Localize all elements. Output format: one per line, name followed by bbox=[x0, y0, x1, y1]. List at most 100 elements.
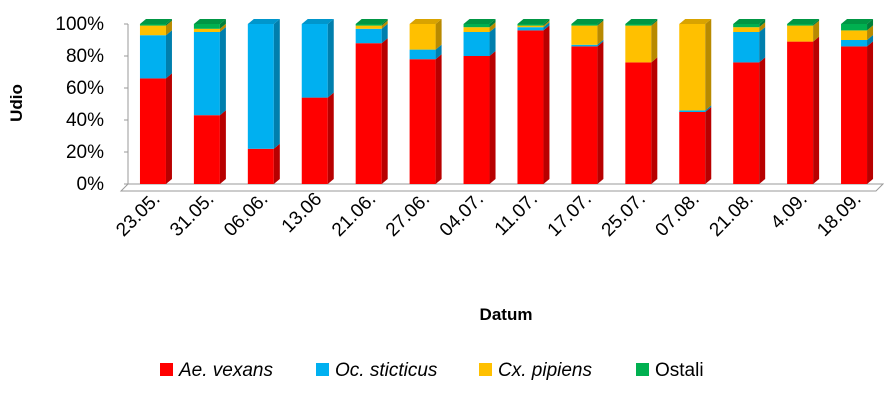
bar-segment-side bbox=[759, 57, 766, 184]
bar-segment-side bbox=[651, 19, 658, 26]
bar-segment bbox=[139, 35, 166, 79]
bar-segment bbox=[517, 25, 544, 28]
x-tick-label: 21.06. bbox=[328, 189, 380, 241]
bar-stack bbox=[355, 19, 388, 185]
bar-segment-side bbox=[435, 19, 442, 50]
bar-segment-side bbox=[165, 73, 172, 184]
bar-segment-side bbox=[165, 20, 172, 36]
x-tick-label: 27.06. bbox=[382, 189, 434, 241]
bar-stack bbox=[409, 19, 442, 185]
bar-segment-side bbox=[705, 19, 712, 111]
bar-segment-side bbox=[489, 22, 496, 32]
bar-stack bbox=[193, 19, 226, 184]
bar-segment-side bbox=[813, 20, 820, 42]
bar-segment bbox=[409, 49, 436, 60]
bar-segment-top bbox=[247, 19, 280, 24]
bar-segment bbox=[355, 28, 382, 44]
bar-segment-side bbox=[219, 23, 226, 32]
bar-segment bbox=[463, 56, 490, 184]
bar-segment-side bbox=[381, 20, 388, 29]
plot-floor bbox=[119, 183, 885, 192]
bar-segment bbox=[193, 32, 220, 116]
bar-stack bbox=[679, 19, 712, 184]
bar-segment-side bbox=[651, 20, 658, 63]
legend: Ae. vexans Oc. sticticus Cx. pipiens Ostali bbox=[160, 360, 704, 381]
x-axis-title: Datum bbox=[480, 305, 533, 324]
bar-segment bbox=[787, 25, 814, 42]
bar-stack bbox=[247, 19, 280, 184]
bar-segment-top bbox=[571, 19, 604, 24]
bar-segment-side bbox=[597, 19, 604, 26]
bar-segment-top bbox=[787, 19, 820, 24]
x-tick-label: 21.08. bbox=[706, 189, 758, 241]
bar-segment bbox=[841, 40, 868, 47]
bar-segment bbox=[193, 28, 220, 32]
bar-segment-side bbox=[381, 38, 388, 185]
legend-label: Ae. vexans bbox=[178, 360, 273, 381]
bar-segment-top bbox=[733, 19, 766, 24]
legend-swatch bbox=[636, 363, 649, 376]
bar-segment-side bbox=[597, 41, 604, 185]
bar-segment bbox=[517, 30, 544, 185]
x-tick-label: 18.09. bbox=[813, 189, 865, 241]
legend-label: Oc. sticticus bbox=[335, 360, 438, 381]
bar-segment bbox=[301, 97, 328, 184]
legend-swatch bbox=[316, 363, 329, 376]
bar-segment-side bbox=[435, 44, 442, 60]
bar-segment-side bbox=[489, 19, 496, 28]
bar-segment-side bbox=[165, 30, 172, 79]
bar-segment-side bbox=[543, 22, 550, 31]
bar-segment-side bbox=[597, 39, 604, 47]
y-tick-label: 80% bbox=[66, 46, 104, 67]
bar-segment-top bbox=[301, 19, 334, 24]
bar-segment-top bbox=[625, 19, 658, 24]
y-tick-label: 0% bbox=[77, 174, 105, 195]
x-tick-label: 31.05. bbox=[166, 189, 218, 241]
bar-segment-side bbox=[759, 22, 766, 32]
x-tick-label: 25.07. bbox=[598, 189, 650, 241]
bar-stack bbox=[841, 19, 874, 185]
bar-segment-top bbox=[355, 19, 388, 24]
bar-segment bbox=[679, 110, 706, 112]
bar-segment-side bbox=[867, 19, 874, 31]
x-tick-label: 06.06. bbox=[220, 189, 272, 241]
y-axis-title: Udio bbox=[7, 84, 26, 122]
bar-segment bbox=[571, 44, 598, 47]
bar-segment-side bbox=[219, 19, 226, 29]
bar-segment-side bbox=[813, 19, 820, 26]
x-tick-label: 13.06 bbox=[278, 189, 326, 237]
bar-segment-side bbox=[165, 19, 172, 26]
bar-stack bbox=[463, 19, 496, 184]
bar-segment-side bbox=[219, 27, 226, 116]
bar-segment bbox=[517, 27, 544, 31]
axes-layer bbox=[119, 24, 885, 192]
bar-segment-side bbox=[273, 19, 280, 149]
bar-segment-side bbox=[543, 20, 550, 28]
bar-stack bbox=[301, 19, 334, 184]
legend-label: Cx. pipiens bbox=[498, 360, 592, 381]
x-tick-label: 04.07. bbox=[436, 189, 488, 241]
y-tick-label: 60% bbox=[66, 78, 104, 99]
y-tick-label: 40% bbox=[66, 110, 104, 131]
x-tick-label: 11.07. bbox=[491, 189, 542, 240]
bar-segment-side bbox=[273, 143, 280, 184]
x-tick-label: 4.09. bbox=[767, 189, 812, 234]
bar-stack bbox=[139, 19, 172, 184]
bar-segment bbox=[733, 62, 760, 184]
bar-segment-top bbox=[193, 19, 226, 24]
legend-swatch bbox=[479, 363, 492, 376]
bar-segment bbox=[733, 27, 760, 32]
bar-segment bbox=[733, 24, 760, 28]
bar-stack bbox=[787, 19, 820, 184]
bar-segment bbox=[409, 24, 436, 50]
bar-segment-side bbox=[759, 19, 766, 28]
bar-segment-side bbox=[597, 20, 604, 45]
bar-segment bbox=[247, 148, 274, 184]
bar-segment bbox=[625, 25, 652, 63]
bar-segment bbox=[463, 32, 490, 56]
bar-segment bbox=[139, 78, 166, 184]
bar-stack bbox=[625, 19, 658, 184]
x-tick-label: 17.07. bbox=[544, 189, 596, 241]
